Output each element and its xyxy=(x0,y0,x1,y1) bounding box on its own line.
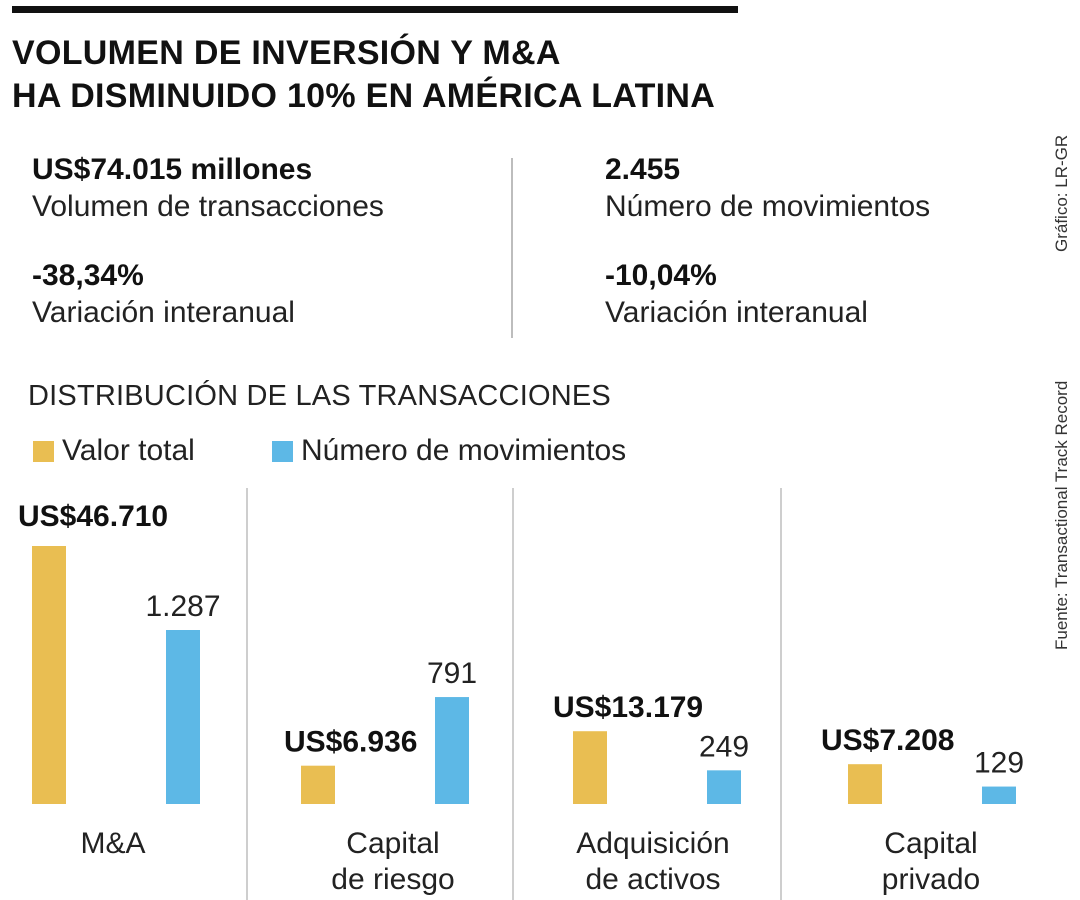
bar-valor-total xyxy=(301,765,335,804)
bar-numero-movimientos xyxy=(435,697,469,804)
category-label: Capital xyxy=(884,827,977,860)
stat-movimientos-value: 2.455 xyxy=(605,153,681,186)
bar-numero-movimientos xyxy=(707,770,741,804)
data-label-valor-total: US$7.208 xyxy=(821,724,954,757)
bar-valor-total xyxy=(573,731,607,804)
legend-swatch-numero-movimientos xyxy=(272,440,293,462)
category-label: de activos xyxy=(585,863,720,896)
bar-numero-movimientos xyxy=(166,630,200,804)
page-title: VOLUMEN DE INVERSIÓN Y M&A HA DISMINUIDO… xyxy=(12,32,715,118)
data-label-numero-movimientos: 249 xyxy=(699,730,749,763)
stat-variacion-movimientos-label: Variación interanual xyxy=(605,296,868,329)
data-label-valor-total: US$46.710 xyxy=(18,500,168,533)
top-rule xyxy=(12,6,738,13)
data-label-numero-movimientos: 129 xyxy=(974,747,1024,780)
stat-volumen-label: Volumen de transacciones xyxy=(32,190,384,223)
fuente-credit: Fuente: Transactional Track Record xyxy=(1052,380,1071,650)
stat-movimientos-label: Número de movimientos xyxy=(605,190,931,223)
bar-valor-total xyxy=(848,764,882,804)
legend-numero-movimientos: Número de movimientos xyxy=(272,434,626,468)
legend-swatch-valor-total xyxy=(33,440,54,462)
category-label: M&A xyxy=(80,827,145,860)
category-label: Adquisición xyxy=(576,827,729,860)
category-label: Capital xyxy=(346,827,439,860)
stat-variacion-volumen-value: -38,34% xyxy=(32,259,144,292)
data-label-numero-movimientos: 791 xyxy=(427,657,477,690)
stat-volumen: US$74.015 millones Volumen de transaccio… xyxy=(32,152,384,226)
title-line-1: VOLUMEN DE INVERSIÓN Y M&A xyxy=(12,34,561,72)
chart-subtitle: DISTRIBUCIÓN DE LAS TRANSACCIONES xyxy=(28,380,611,412)
stat-volumen-value: US$74.015 millones xyxy=(32,153,313,186)
stats-divider xyxy=(511,158,513,338)
data-label-valor-total: US$6.936 xyxy=(284,726,417,759)
stat-variacion-volumen: -38,34% Variación interanual xyxy=(32,258,295,332)
bar-numero-movimientos xyxy=(982,786,1016,804)
legend-valor-total: Valor total xyxy=(33,434,195,468)
stat-movimientos: 2.455 Número de movimientos xyxy=(605,152,930,226)
stat-variacion-movimientos: -10,04% Variación interanual xyxy=(605,258,868,332)
stat-variacion-volumen-label: Variación interanual xyxy=(32,296,295,329)
bar-valor-total xyxy=(32,546,66,804)
data-label-numero-movimientos: 1.287 xyxy=(145,590,220,623)
grafico-credit: Gráfico: LR-GR xyxy=(1052,134,1071,252)
data-label-valor-total: US$13.179 xyxy=(553,691,703,724)
legend-label-valor-total: Valor total xyxy=(62,434,195,467)
legend-label-numero-movimientos: Número de movimientos xyxy=(301,434,627,467)
category-label: privado xyxy=(882,863,980,896)
stat-variacion-movimientos-value: -10,04% xyxy=(605,259,717,292)
category-label: de riesgo xyxy=(331,863,454,896)
title-line-2: HA DISMINUIDO 10% EN AMÉRICA LATINA xyxy=(12,77,716,115)
